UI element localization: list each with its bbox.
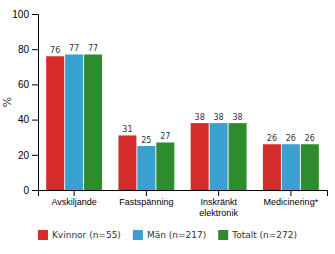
- y-tick: 20: [18, 150, 38, 161]
- x-tick: Fastspänning: [119, 190, 173, 207]
- x-tick-mark: [74, 190, 75, 196]
- data-label: 77: [69, 44, 79, 53]
- x-tick-label-line: Avskiljande: [51, 197, 96, 207]
- y-tick-label: 0: [23, 185, 29, 196]
- bar: [137, 146, 155, 190]
- y-tick: 60: [18, 79, 38, 90]
- series: [65, 54, 300, 190]
- x-tick-label: Inskränktelektronik: [199, 197, 238, 217]
- y-tick-mark: [32, 120, 38, 121]
- bar: [191, 123, 209, 190]
- y-tick-label: 40: [18, 114, 30, 125]
- x-tick-mark: [146, 190, 147, 196]
- x-tick-label-line: elektronik: [199, 208, 238, 218]
- y-tick-label: 20: [18, 150, 30, 161]
- chart: 0 20 40 60 80 100 Avskiljande Fastspänning Inskr…: [0, 0, 335, 254]
- y-axis-title: %: [1, 97, 14, 107]
- bar: [46, 56, 64, 190]
- bar: [118, 135, 136, 190]
- y-tick: 0: [23, 185, 38, 196]
- data-label: 25: [141, 136, 151, 145]
- x-tick-label: Avskiljande: [51, 197, 96, 207]
- legend-label: Män (n=217): [147, 230, 206, 240]
- x-tick-mark: [290, 190, 291, 196]
- x-tick: Inskränktelektronik: [199, 190, 238, 218]
- plot-area: 0 20 40 60 80 100 Avskiljande Fastspänning Inskr…: [12, 9, 327, 218]
- legend-label: Totalt (n=272): [231, 230, 297, 240]
- data-label: 76: [50, 46, 60, 55]
- x-tick-label-line: Medicinering*: [264, 197, 319, 207]
- y-axis-line: [32, 15, 39, 191]
- legend-item: Totalt (n=272): [218, 230, 297, 240]
- bar: [229, 123, 247, 190]
- legend-swatch: [133, 230, 143, 240]
- legend-swatch: [38, 230, 48, 240]
- legend-item: Kvinnor (n=55): [38, 230, 121, 240]
- x-tick-label: Medicinering*: [264, 197, 319, 207]
- x-axis: Avskiljande Fastspänning Inskränktelektron…: [39, 190, 328, 218]
- x-tick-mark: [218, 190, 219, 196]
- x-tick-label-line: Fastspänning: [119, 197, 173, 207]
- y-tick-mark: [32, 155, 38, 156]
- y-tick: 100: [12, 9, 38, 20]
- y-tick: 40: [18, 114, 38, 125]
- legend-item: Män (n=217): [133, 230, 206, 240]
- series: [84, 54, 319, 190]
- y-tick-mark: [32, 49, 38, 50]
- y-axis: 0 20 40 60 80 100: [12, 9, 38, 196]
- y-tick-label: 100: [12, 9, 29, 20]
- y-tick: 80: [18, 44, 38, 55]
- y-tick-mark: [32, 14, 38, 15]
- bar: [84, 54, 102, 190]
- bars: [46, 54, 319, 190]
- data-label: 77: [88, 44, 98, 53]
- legend-swatch: [218, 230, 228, 240]
- y-tick-mark: [32, 84, 38, 85]
- x-tick: Avskiljande: [51, 190, 96, 207]
- data-label: 26: [267, 134, 277, 143]
- data-label: 27: [160, 132, 170, 141]
- x-tick-label-line: Inskränkt: [200, 197, 237, 207]
- bar: [263, 144, 281, 190]
- data-label: 26: [286, 134, 296, 143]
- legend: Kvinnor (n=55) Män (n=217) Totalt (n=272): [38, 230, 297, 240]
- x-axis-line: [39, 191, 328, 197]
- legend-label: Kvinnor (n=55): [52, 230, 121, 240]
- x-tick: Medicinering*: [264, 190, 319, 207]
- y-tick-label: 80: [18, 44, 30, 55]
- data-label: 31: [122, 125, 132, 134]
- data-labels: 76 31 38 26 77 25 38 26 77 27 38 26: [50, 44, 315, 145]
- data-label: 38: [214, 113, 224, 122]
- x-tick-label: Fastspänning: [119, 197, 173, 207]
- bar: [65, 54, 83, 190]
- data-label: 38: [232, 113, 242, 122]
- bar: [210, 123, 228, 190]
- y-tick-label: 60: [18, 79, 30, 90]
- bar: [301, 144, 319, 190]
- y-tick-mark: [32, 190, 38, 191]
- data-label: 26: [305, 134, 315, 143]
- bar: [156, 142, 174, 190]
- bar: [282, 144, 300, 190]
- data-label: 38: [195, 113, 205, 122]
